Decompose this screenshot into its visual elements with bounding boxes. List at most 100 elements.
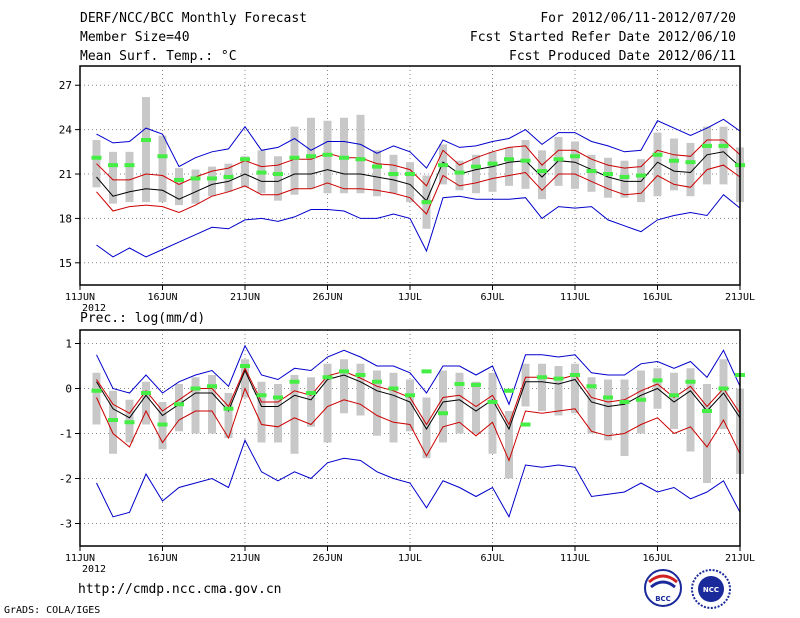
- spread-box: [109, 151, 117, 204]
- observed-marker: [553, 157, 564, 162]
- spread-box: [125, 151, 134, 203]
- observed-marker: [388, 386, 399, 391]
- fcst-started-date: Fcst Started Refer Date 2012/06/10: [469, 30, 736, 45]
- x-tick-label: 21JUN: [230, 292, 260, 303]
- observed-marker: [586, 384, 597, 389]
- observed-marker: [405, 172, 415, 177]
- spread-box: [505, 411, 513, 479]
- observed-marker: [240, 157, 250, 162]
- spread-box: [455, 372, 464, 434]
- y-tick-label: 18: [59, 212, 72, 225]
- observed-marker: [685, 379, 696, 384]
- observed-marker: [157, 422, 168, 427]
- y-tick-label: 27: [59, 79, 72, 92]
- observed-marker: [289, 379, 300, 384]
- y-tick-label: 21: [59, 168, 72, 181]
- spread-box: [389, 372, 398, 443]
- ncc-logo: NCC: [691, 569, 731, 609]
- spread-box: [538, 363, 546, 411]
- spread-box: [488, 151, 497, 192]
- ensemble-max-line: [96, 344, 741, 406]
- x-tick-label: 11JUN: [65, 292, 95, 303]
- spread-box: [686, 368, 695, 452]
- ensemble-mean-line: [96, 151, 741, 202]
- spread-box: [241, 156, 249, 188]
- spread-box: [158, 135, 167, 203]
- spread-box: [109, 390, 117, 454]
- observed-marker: [124, 163, 135, 168]
- mean-minus-std-line: [96, 164, 741, 215]
- spread-box: [571, 141, 579, 189]
- observed-marker: [240, 364, 250, 368]
- observed-marker: [223, 174, 234, 179]
- observed-marker: [702, 409, 712, 413]
- observed-marker: [537, 375, 547, 380]
- observed-marker: [421, 369, 432, 374]
- spread-box: [142, 381, 150, 425]
- observed-marker: [174, 177, 184, 182]
- ensemble-min-line: [96, 193, 741, 258]
- observed-marker: [223, 406, 234, 411]
- spread-box: [422, 397, 431, 459]
- bcc-logo-text: BCC: [655, 595, 671, 603]
- x-tick-label: 16JUL: [642, 292, 672, 303]
- observed-marker: [174, 402, 184, 407]
- spread-box: [538, 150, 546, 200]
- year-label: 2012: [82, 564, 106, 575]
- observed-marker: [355, 373, 366, 377]
- x-tick-label: 21JUL: [725, 292, 755, 303]
- spread-box: [323, 363, 332, 443]
- observed-marker: [553, 376, 564, 381]
- spread-box: [620, 160, 629, 198]
- observed-marker: [570, 373, 580, 377]
- observed-marker: [322, 375, 333, 380]
- mean-plus-std-line: [96, 139, 741, 187]
- spread-box: [175, 168, 183, 206]
- observed-marker: [454, 170, 465, 175]
- spread-box: [455, 160, 464, 191]
- x-tick-label: 11JUN: [65, 553, 95, 564]
- temperature-panel: 15 18 21 24 27 11JUN 16JUN 21JUN 26JUN 1JUL 6JUL 11…: [59, 65, 755, 314]
- observed-marker: [537, 169, 547, 174]
- observed-marker: [388, 172, 399, 177]
- ensemble-mean-line: [96, 369, 741, 431]
- spread-box: [587, 377, 596, 434]
- observed-marker: [306, 391, 316, 395]
- observed-marker: [652, 152, 663, 157]
- spread-box: [307, 377, 315, 427]
- spread-box: [521, 363, 530, 407]
- x-tick-label: 11JUL: [560, 553, 590, 564]
- x-tick-label: 6JUL: [480, 553, 504, 564]
- observed-marker: [190, 176, 201, 181]
- observed-marker: [256, 170, 267, 175]
- spread-box: [373, 150, 381, 197]
- observed-marker: [322, 152, 333, 157]
- spread-box: [571, 363, 579, 414]
- observed-marker: [471, 164, 481, 169]
- observed-marker: [603, 395, 613, 400]
- x-tick-label: 16JUN: [147, 553, 177, 564]
- observed-marker: [141, 137, 151, 142]
- precipitation-panel: -3 -2 -1 0 1 11JUN 16JUN 21JUN 26JUN 1JUL 6JUL 11JU…: [59, 311, 755, 575]
- observed-marker: [619, 174, 630, 179]
- bcc-logo: BCC: [644, 569, 682, 607]
- observed-marker: [520, 158, 531, 163]
- observed-marker: [207, 176, 217, 181]
- observed-marker: [421, 200, 432, 205]
- observed-marker: [108, 163, 118, 168]
- source-url[interactable]: http://cmdp.ncc.cma.gov.cn: [78, 582, 282, 597]
- observed-marker: [157, 154, 168, 159]
- observed-marker: [339, 155, 349, 160]
- year-label: 2012: [82, 303, 106, 314]
- observed-marker: [487, 400, 498, 404]
- spread-box: [340, 359, 348, 414]
- observed-marker: [405, 393, 415, 398]
- observed-marker: [718, 386, 729, 391]
- observed-marker: [372, 164, 382, 169]
- observed-marker: [454, 382, 465, 386]
- spread-box: [356, 363, 365, 416]
- spread-box: [620, 379, 629, 456]
- observed-marker: [355, 157, 366, 162]
- observed-marker: [372, 379, 382, 384]
